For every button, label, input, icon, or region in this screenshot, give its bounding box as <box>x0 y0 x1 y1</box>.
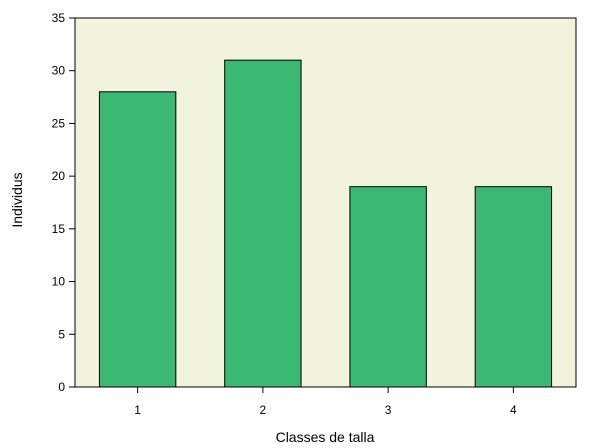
bar-4 <box>474 186 553 388</box>
bar-2 <box>224 59 302 388</box>
y-tick-label: 35 <box>52 11 66 25</box>
y-tick-label: 5 <box>58 327 65 341</box>
y-tick-label: 30 <box>52 64 66 78</box>
y-tick-label: 0 <box>58 380 65 394</box>
y-tick-label: 20 <box>52 169 66 183</box>
bar-1 <box>98 91 177 388</box>
y-axis-ticks: 0 5 10 15 20 25 30 35 <box>52 11 75 394</box>
x-tick-label: 4 <box>510 403 517 417</box>
y-tick-label: 15 <box>52 222 66 236</box>
x-tick-label: 1 <box>134 403 141 417</box>
bars <box>98 59 553 388</box>
y-tick-label: 10 <box>52 275 66 289</box>
x-tick-label: 2 <box>260 403 267 417</box>
y-tick-label: 25 <box>52 116 66 130</box>
bar-3 <box>349 186 427 388</box>
x-tick-label: 3 <box>385 403 392 417</box>
y-axis-title: Individus <box>9 172 25 227</box>
x-axis-title: Classes de talla <box>276 429 375 445</box>
x-axis-ticks: 1 2 3 4 <box>134 387 517 417</box>
